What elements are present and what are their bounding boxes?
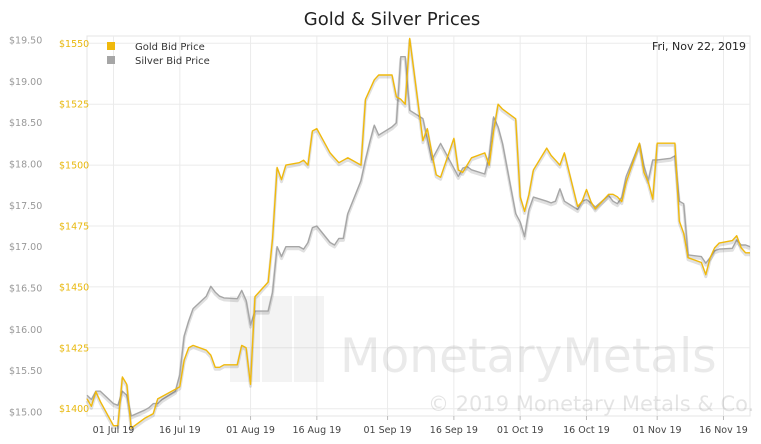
legend: Gold Bid Price Silver Bid Price [107,42,210,67]
legend-label-gold[interactable]: Gold Bid Price [135,42,205,53]
series-line-silver [86,56,751,417]
series-line-gold [86,37,750,429]
watermark-logo-bar [230,296,260,382]
y-tick-label-gold: $1500 [59,161,89,172]
y-tick-label-gold: $1425 [59,343,89,354]
y-tick-label-silver: $19.50 [9,36,42,47]
x-tick-label: 16 Jul 19 [159,425,201,436]
y-tick-label-silver: $17.00 [9,242,42,253]
chart-title: Gold & Silver Prices [304,9,480,30]
y-tick-label-gold: $1400 [59,404,89,415]
series-shadow-gold [85,38,750,432]
date-label: Fri, Nov 22, 2019 [652,40,746,53]
y-tick-label-silver: $18.50 [9,118,42,129]
series-layer [85,37,751,432]
x-tick-label: 01 Aug 19 [226,425,275,436]
y-tick-label-silver: $18.00 [9,160,42,171]
y-tick-label-silver: $17.50 [9,201,42,212]
y-tick-label-gold: $1475 [59,222,89,233]
legend-label-silver[interactable]: Silver Bid Price [135,56,210,67]
watermark-brand: MonetaryMetals [340,329,717,384]
watermark [230,296,324,382]
watermark-copyright: © 2019 Monetary Metals & Co. [428,392,754,416]
grid-lines [87,36,750,416]
axis-labels: $1550 $1525 $1500 $1475 $1450 $1425 $1400 $19.5… [9,36,748,436]
y-tick-label-silver: $15.50 [9,366,42,377]
y-tick-label-gold: $1550 [59,39,89,50]
y-tick-label-gold: $1525 [59,100,89,111]
watermark-logo-bar [294,296,324,382]
x-tick-label: 01 Jul 19 [93,425,135,436]
x-tick-label: 01 Oct 19 [497,425,544,436]
y-tick-label-silver: $15.00 [9,407,42,418]
x-tick-label: 01 Sep 19 [363,425,411,436]
y-tick-label-silver: $16.00 [9,325,42,336]
y-tick-label-gold: $1450 [59,282,89,293]
y-tick-label-silver: $16.50 [9,283,42,294]
x-tick-label: 16 Aug 19 [292,425,341,436]
watermark-logo-bar [262,296,292,382]
y-tick-label-silver: $19.00 [9,77,42,88]
legend-swatch-silver [107,56,115,64]
x-tick-label: 16 Nov 19 [699,425,748,436]
x-tick-label: 01 Nov 19 [633,425,682,436]
x-tick-label: 16 Sep 19 [430,425,478,436]
legend-swatch-gold [107,42,115,50]
x-tick-label: 16 Oct 19 [563,425,610,436]
